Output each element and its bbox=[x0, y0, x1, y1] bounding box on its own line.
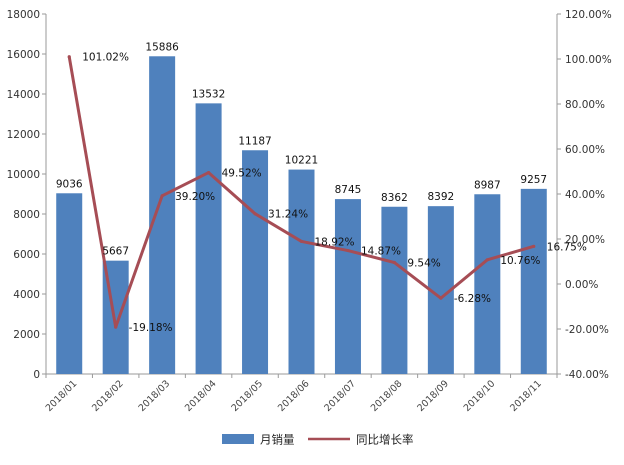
left-tick-label: 10000 bbox=[7, 169, 40, 181]
bar-value-label: 9257 bbox=[520, 174, 547, 186]
line-point bbox=[485, 258, 489, 262]
line-value-label: -6.28% bbox=[454, 293, 491, 305]
x-tick-label: 2018/11 bbox=[508, 378, 544, 414]
x-tick-label: 2018/06 bbox=[276, 378, 312, 414]
left-tick-label: 4000 bbox=[13, 289, 40, 301]
right-tick-label: 60.00% bbox=[565, 144, 605, 156]
line-value-label: 16.75% bbox=[547, 241, 587, 253]
line-series bbox=[67, 55, 536, 329]
line-point bbox=[206, 170, 211, 175]
line-value-label: 101.02% bbox=[82, 52, 129, 64]
right-tick-label: 100.00% bbox=[565, 54, 612, 66]
line-value-label: -19.18% bbox=[129, 322, 173, 334]
bar bbox=[195, 103, 222, 375]
x-tick-label: 2018/01 bbox=[44, 378, 80, 414]
legend-swatch-sales bbox=[222, 434, 254, 444]
left-tick-label: 6000 bbox=[13, 249, 40, 261]
left-tick-label: 16000 bbox=[7, 49, 40, 61]
right-y-axis: -40.00% -20.00% 0.00% 20.00% 40.00% 60.00% 80.… bbox=[556, 9, 612, 381]
bar-value-label: 8362 bbox=[381, 192, 408, 204]
left-y-axis: 0 2000 4000 6000 8000 10000 12000 14000 16000 180… bbox=[7, 9, 47, 381]
line-point bbox=[160, 194, 164, 198]
x-tick-label: 2018/09 bbox=[415, 378, 451, 414]
bar bbox=[520, 188, 547, 374]
line-value-label: 49.52% bbox=[222, 168, 262, 180]
right-tick-label: 20.00% bbox=[565, 234, 605, 246]
bar-value-label: 11187 bbox=[238, 135, 271, 147]
bar bbox=[381, 206, 408, 374]
left-tick-label: 18000 bbox=[7, 9, 40, 21]
bar-value-label: 8392 bbox=[427, 191, 454, 203]
bar bbox=[334, 199, 361, 374]
x-tick-label: 2018/02 bbox=[90, 378, 126, 414]
right-tick-label: 0.00% bbox=[565, 279, 598, 291]
left-tick-label: 0 bbox=[33, 369, 40, 381]
right-tick-label: -20.00% bbox=[565, 324, 609, 336]
x-tick-label: 2018/05 bbox=[229, 378, 265, 414]
bar-value-label: 15886 bbox=[145, 41, 179, 53]
line-value-label: 18.92% bbox=[315, 236, 355, 248]
left-tick-label: 8000 bbox=[13, 209, 40, 221]
line-value-label: 14.87% bbox=[361, 246, 401, 258]
bar-data-labels: 9036 5667 15886 13532 11187 10221 8745 8362 8392… bbox=[56, 41, 547, 257]
line-data-labels: 101.02% -19.18% 39.20% 49.52% 31.24% 18.92% 14… bbox=[82, 52, 587, 334]
line-point bbox=[299, 239, 304, 244]
line-point bbox=[392, 260, 397, 265]
right-tick-label: 40.00% bbox=[565, 189, 605, 201]
line-value-label: 9.54% bbox=[407, 258, 440, 270]
line-point bbox=[439, 296, 443, 300]
right-tick-label: 80.00% bbox=[565, 99, 605, 111]
bar bbox=[288, 169, 315, 374]
legend-label-growth: 同比增长率 bbox=[356, 433, 414, 447]
x-tick-label: 2018/10 bbox=[462, 378, 498, 414]
right-tick-label: 120.00% bbox=[565, 9, 612, 21]
line-point bbox=[253, 212, 257, 216]
line-value-label: 39.20% bbox=[175, 191, 215, 203]
bar-value-label: 9036 bbox=[56, 178, 83, 190]
bar bbox=[242, 150, 269, 374]
x-tick-label: 2018/08 bbox=[369, 378, 405, 414]
bar-value-label: 10221 bbox=[285, 155, 318, 167]
line-point bbox=[67, 55, 71, 59]
bar bbox=[56, 193, 83, 374]
line-point bbox=[346, 248, 350, 253]
bar bbox=[474, 194, 501, 374]
line-point bbox=[114, 325, 118, 329]
left-tick-label: 2000 bbox=[13, 329, 40, 341]
x-tick-label: 2018/07 bbox=[322, 378, 358, 414]
legend-label-sales: 月销量 bbox=[260, 433, 295, 447]
line-point bbox=[532, 244, 536, 248]
x-tick-label: 2018/04 bbox=[183, 378, 219, 414]
x-tick-label: 2018/03 bbox=[137, 378, 173, 414]
bar-value-label: 5667 bbox=[102, 246, 129, 258]
bar bbox=[149, 56, 176, 374]
legend: 月销量 同比增长率 bbox=[222, 433, 414, 447]
left-tick-label: 12000 bbox=[7, 129, 40, 141]
bar-value-label: 13532 bbox=[192, 88, 225, 100]
right-tick-label: -40.00% bbox=[565, 369, 609, 381]
left-tick-label: 14000 bbox=[7, 89, 40, 101]
x-axis: 2018/01 2018/02 2018/03 2018/04 2018/05 2018/… bbox=[44, 373, 558, 414]
line-value-label: 31.24% bbox=[268, 209, 308, 221]
bar-value-label: 8745 bbox=[335, 184, 362, 196]
bar-value-label: 8987 bbox=[474, 179, 501, 191]
line-value-label: 10.76% bbox=[500, 255, 540, 267]
